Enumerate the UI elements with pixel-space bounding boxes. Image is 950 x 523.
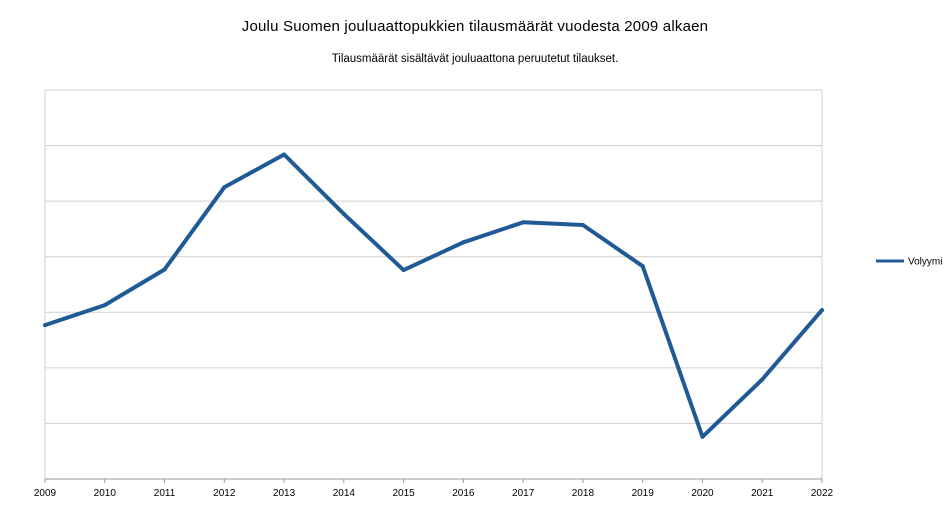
x-tick-label: 2015 xyxy=(392,488,415,499)
legend-label: Volyymi xyxy=(908,257,942,268)
data-point xyxy=(401,268,406,273)
series-layer xyxy=(43,152,824,439)
x-tick-label: 2018 xyxy=(572,488,595,499)
x-tick-label: 2012 xyxy=(213,488,236,499)
data-point xyxy=(222,185,227,190)
data-point xyxy=(700,434,705,439)
x-tick-label: 2017 xyxy=(512,488,535,499)
data-point xyxy=(820,308,824,313)
x-tick-label: 2011 xyxy=(154,488,176,499)
data-point xyxy=(461,240,466,245)
x-tick-label: 2016 xyxy=(452,488,475,499)
x-tick-label: 2009 xyxy=(34,488,57,499)
data-point xyxy=(102,303,107,308)
x-tick-label: 2019 xyxy=(632,488,655,499)
data-point xyxy=(760,377,765,382)
x-tick-label: 2014 xyxy=(333,488,356,499)
x-tick-label: 2021 xyxy=(751,488,774,499)
x-tick-label: 2022 xyxy=(811,488,834,499)
legend: Volyymi xyxy=(876,257,942,268)
data-point xyxy=(43,323,47,328)
x-tick-label: 2013 xyxy=(273,488,296,499)
plot-area xyxy=(44,89,823,479)
chart-title: Joulu Suomen jouluaattopukkien tilausmää… xyxy=(241,18,709,35)
data-point xyxy=(341,211,346,216)
series-line-volyymi xyxy=(43,152,824,439)
data-point xyxy=(162,267,167,272)
x-tick-label: 2020 xyxy=(691,488,714,499)
chart-subtitle: Tilausmäärät sisältävät jouluaattona per… xyxy=(331,53,619,65)
data-point xyxy=(282,152,287,157)
x-axis: 2009 2010 2011 2012 2013 2014 2015 2016 2017 2018… xyxy=(34,478,834,499)
data-point xyxy=(521,220,526,225)
gridlines xyxy=(45,145,822,424)
data-point xyxy=(580,223,585,228)
x-tick-label: 2010 xyxy=(94,488,117,499)
data-point xyxy=(640,264,645,269)
